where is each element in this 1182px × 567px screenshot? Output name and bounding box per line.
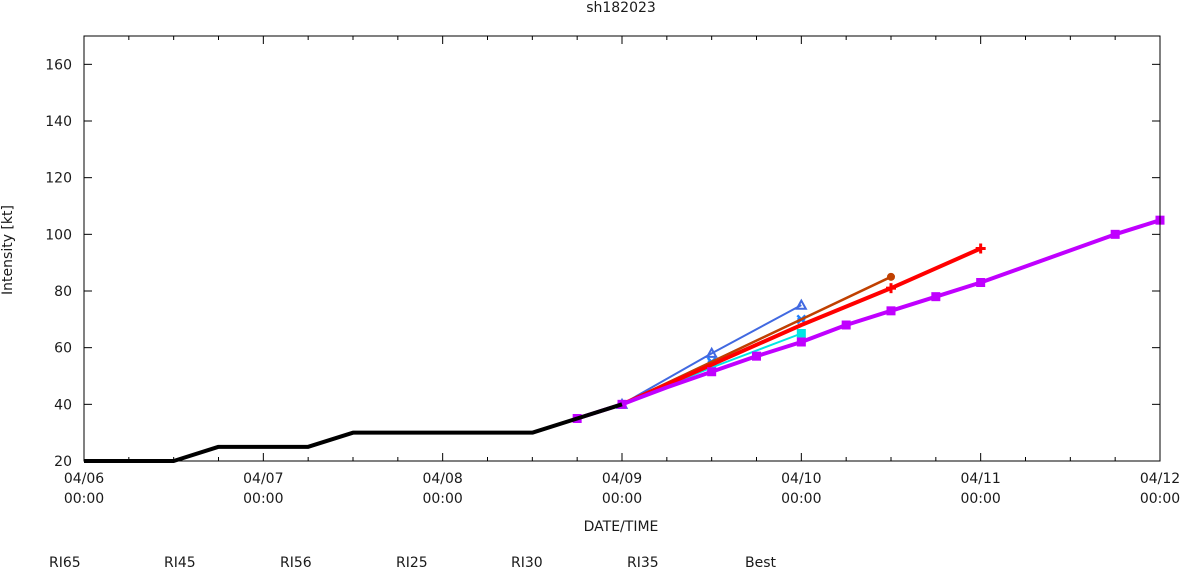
legend-label: RI56 [280,555,312,567]
y-tick-label: 80 [54,284,72,300]
x-tick-date: 04/07 [243,471,283,487]
x-tick-time: 00:00 [1140,491,1180,507]
y-tick-label: 40 [54,397,72,413]
legend-item-ri30: RI30 [511,555,543,567]
y-tick-label: 140 [45,114,72,130]
y-tick-label: 60 [54,341,72,357]
legend-label: RI45 [164,555,196,567]
legend-label: RI30 [511,555,543,567]
series-ri56 [621,243,986,407]
y-tick-label: 100 [45,227,72,243]
y-axis-label: Intensity [kt] [0,205,16,295]
series-best [84,402,623,463]
legend-label: RI25 [396,555,428,567]
x-tick-time: 00:00 [602,491,642,507]
legend-label: RI35 [627,555,659,567]
y-tick-label: 20 [54,454,72,470]
legend-label: Best [745,555,777,567]
x-tick-date: 04/12 [1140,471,1180,487]
axes: 20 40 60 80 100 120 140 160 04/06 00:00 04/07 00:00… [45,35,1180,507]
legend-item-ri45: RI45 [164,555,196,567]
y-tick-label: 120 [45,171,72,187]
x-axis-label: DATE/TIME [584,519,659,535]
legend-item-ri35: RI35 [627,555,659,567]
legend: RI65 RI45 RI56 RI25 RI30 RI35 Best [49,555,777,567]
chart-title: sh182023 [586,0,656,16]
x-tick-date: 04/09 [602,471,642,487]
x-tick-time: 00:00 [960,491,1000,507]
y-tick-label: 160 [45,57,72,73]
x-tick-date: 04/08 [422,471,462,487]
x-tick-time: 00:00 [781,491,821,507]
legend-item-best: Best [745,555,777,567]
plot-frame [83,35,1161,462]
legend-item-ri65: RI65 [49,555,81,567]
x-tick-date: 04/11 [960,471,1000,487]
legend-label: RI65 [49,555,81,567]
legend-item-ri56: RI56 [280,555,312,567]
x-tick-date: 04/10 [781,471,821,487]
series-ri65 [572,215,1165,423]
x-tick-time: 00:00 [243,491,283,507]
x-tick-date: 04/06 [64,471,104,487]
x-tick-time: 00:00 [64,491,104,507]
x-tick-time: 00:00 [422,491,462,507]
plot-area [84,215,1165,463]
legend-item-ri25: RI25 [396,555,428,567]
